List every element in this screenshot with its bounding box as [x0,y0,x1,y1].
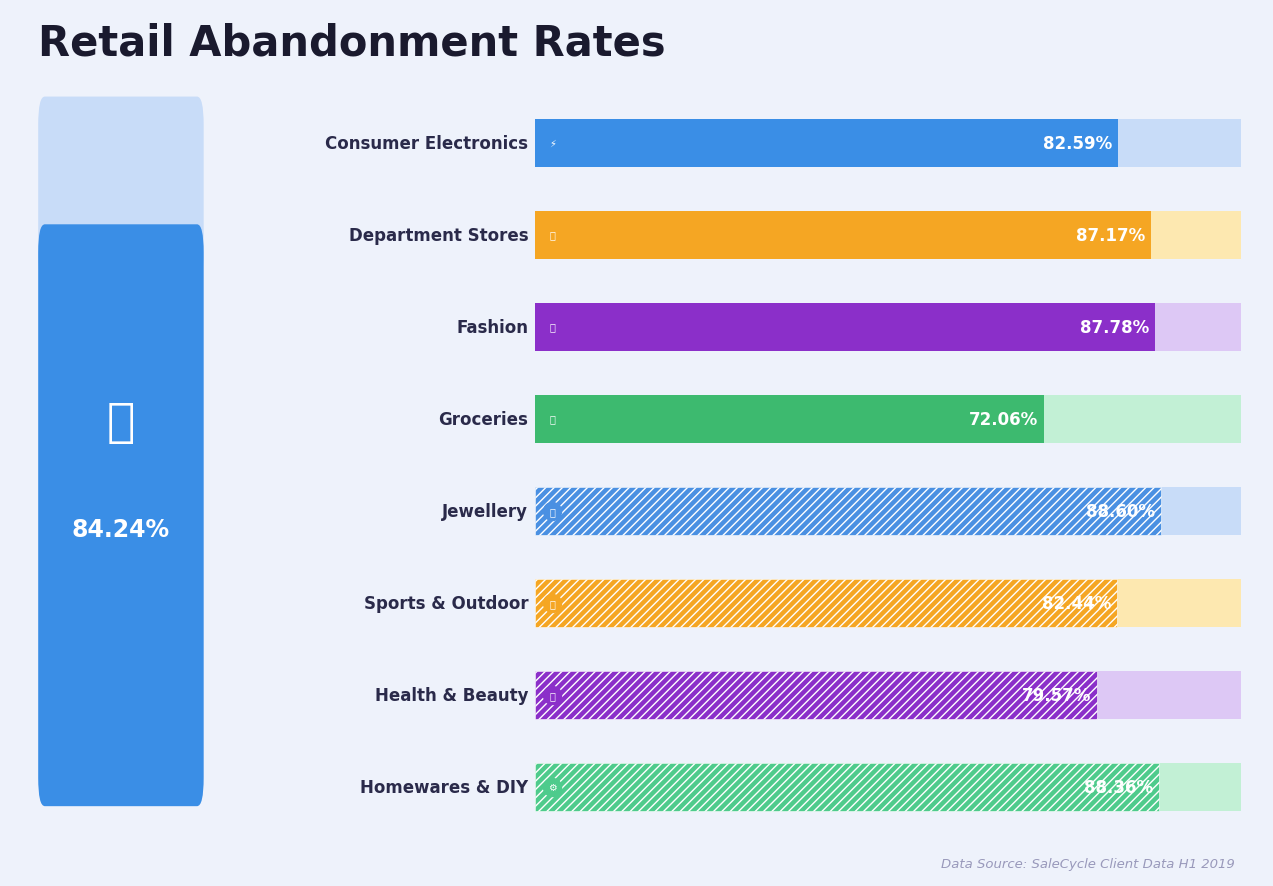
Text: Health & Beauty: Health & Beauty [374,686,528,704]
Text: 🏃: 🏃 [550,598,555,608]
Text: 💗: 💗 [550,690,555,700]
Bar [535,763,1158,811]
Bar [535,671,1241,719]
Text: 88.60%: 88.60% [1086,502,1155,520]
Bar [535,212,1151,260]
Bar [535,120,1118,167]
Bar [535,303,1155,351]
Text: 82.59%: 82.59% [1044,135,1113,152]
Bar [535,487,1161,535]
Bar [535,579,1118,627]
Text: Sports & Outdoor: Sports & Outdoor [364,594,528,612]
Text: 💎: 💎 [550,506,555,517]
Text: 🏪: 🏪 [107,401,135,446]
Bar [535,487,1241,535]
Text: Jewellery: Jewellery [442,502,528,520]
Text: 84.24%: 84.24% [71,517,171,542]
Text: Fashion: Fashion [456,318,528,337]
Bar [535,212,1241,260]
Text: 🍏: 🍏 [550,414,555,424]
Text: Homewares & DIY: Homewares & DIY [360,778,528,796]
Text: 72.06%: 72.06% [969,410,1037,428]
Text: Data Source: SaleCycle Client Data H1 2019: Data Source: SaleCycle Client Data H1 20… [941,857,1235,870]
Text: 79.57%: 79.57% [1022,686,1091,704]
Text: Consumer Electronics: Consumer Electronics [326,135,528,152]
Bar [535,579,1241,627]
Bar [535,395,1241,443]
FancyBboxPatch shape [38,225,204,806]
Text: 🛍: 🛍 [550,230,555,240]
Text: Groceries: Groceries [438,410,528,428]
Bar [535,303,1241,351]
Bar [535,120,1241,167]
Text: 87.17%: 87.17% [1076,226,1144,245]
Bar [535,763,1241,811]
Text: 87.78%: 87.78% [1080,318,1150,337]
Text: ⚙: ⚙ [547,781,556,792]
Text: 👕: 👕 [550,323,555,332]
Text: Retail Abandonment Rates: Retail Abandonment Rates [38,22,666,64]
Text: 82.44%: 82.44% [1043,594,1111,612]
Bar [535,671,1097,719]
Text: ⚡: ⚡ [549,138,556,149]
Text: Department Stores: Department Stores [349,226,528,245]
Bar [535,395,1044,443]
Text: 88.36%: 88.36% [1085,778,1153,796]
FancyBboxPatch shape [38,97,204,282]
